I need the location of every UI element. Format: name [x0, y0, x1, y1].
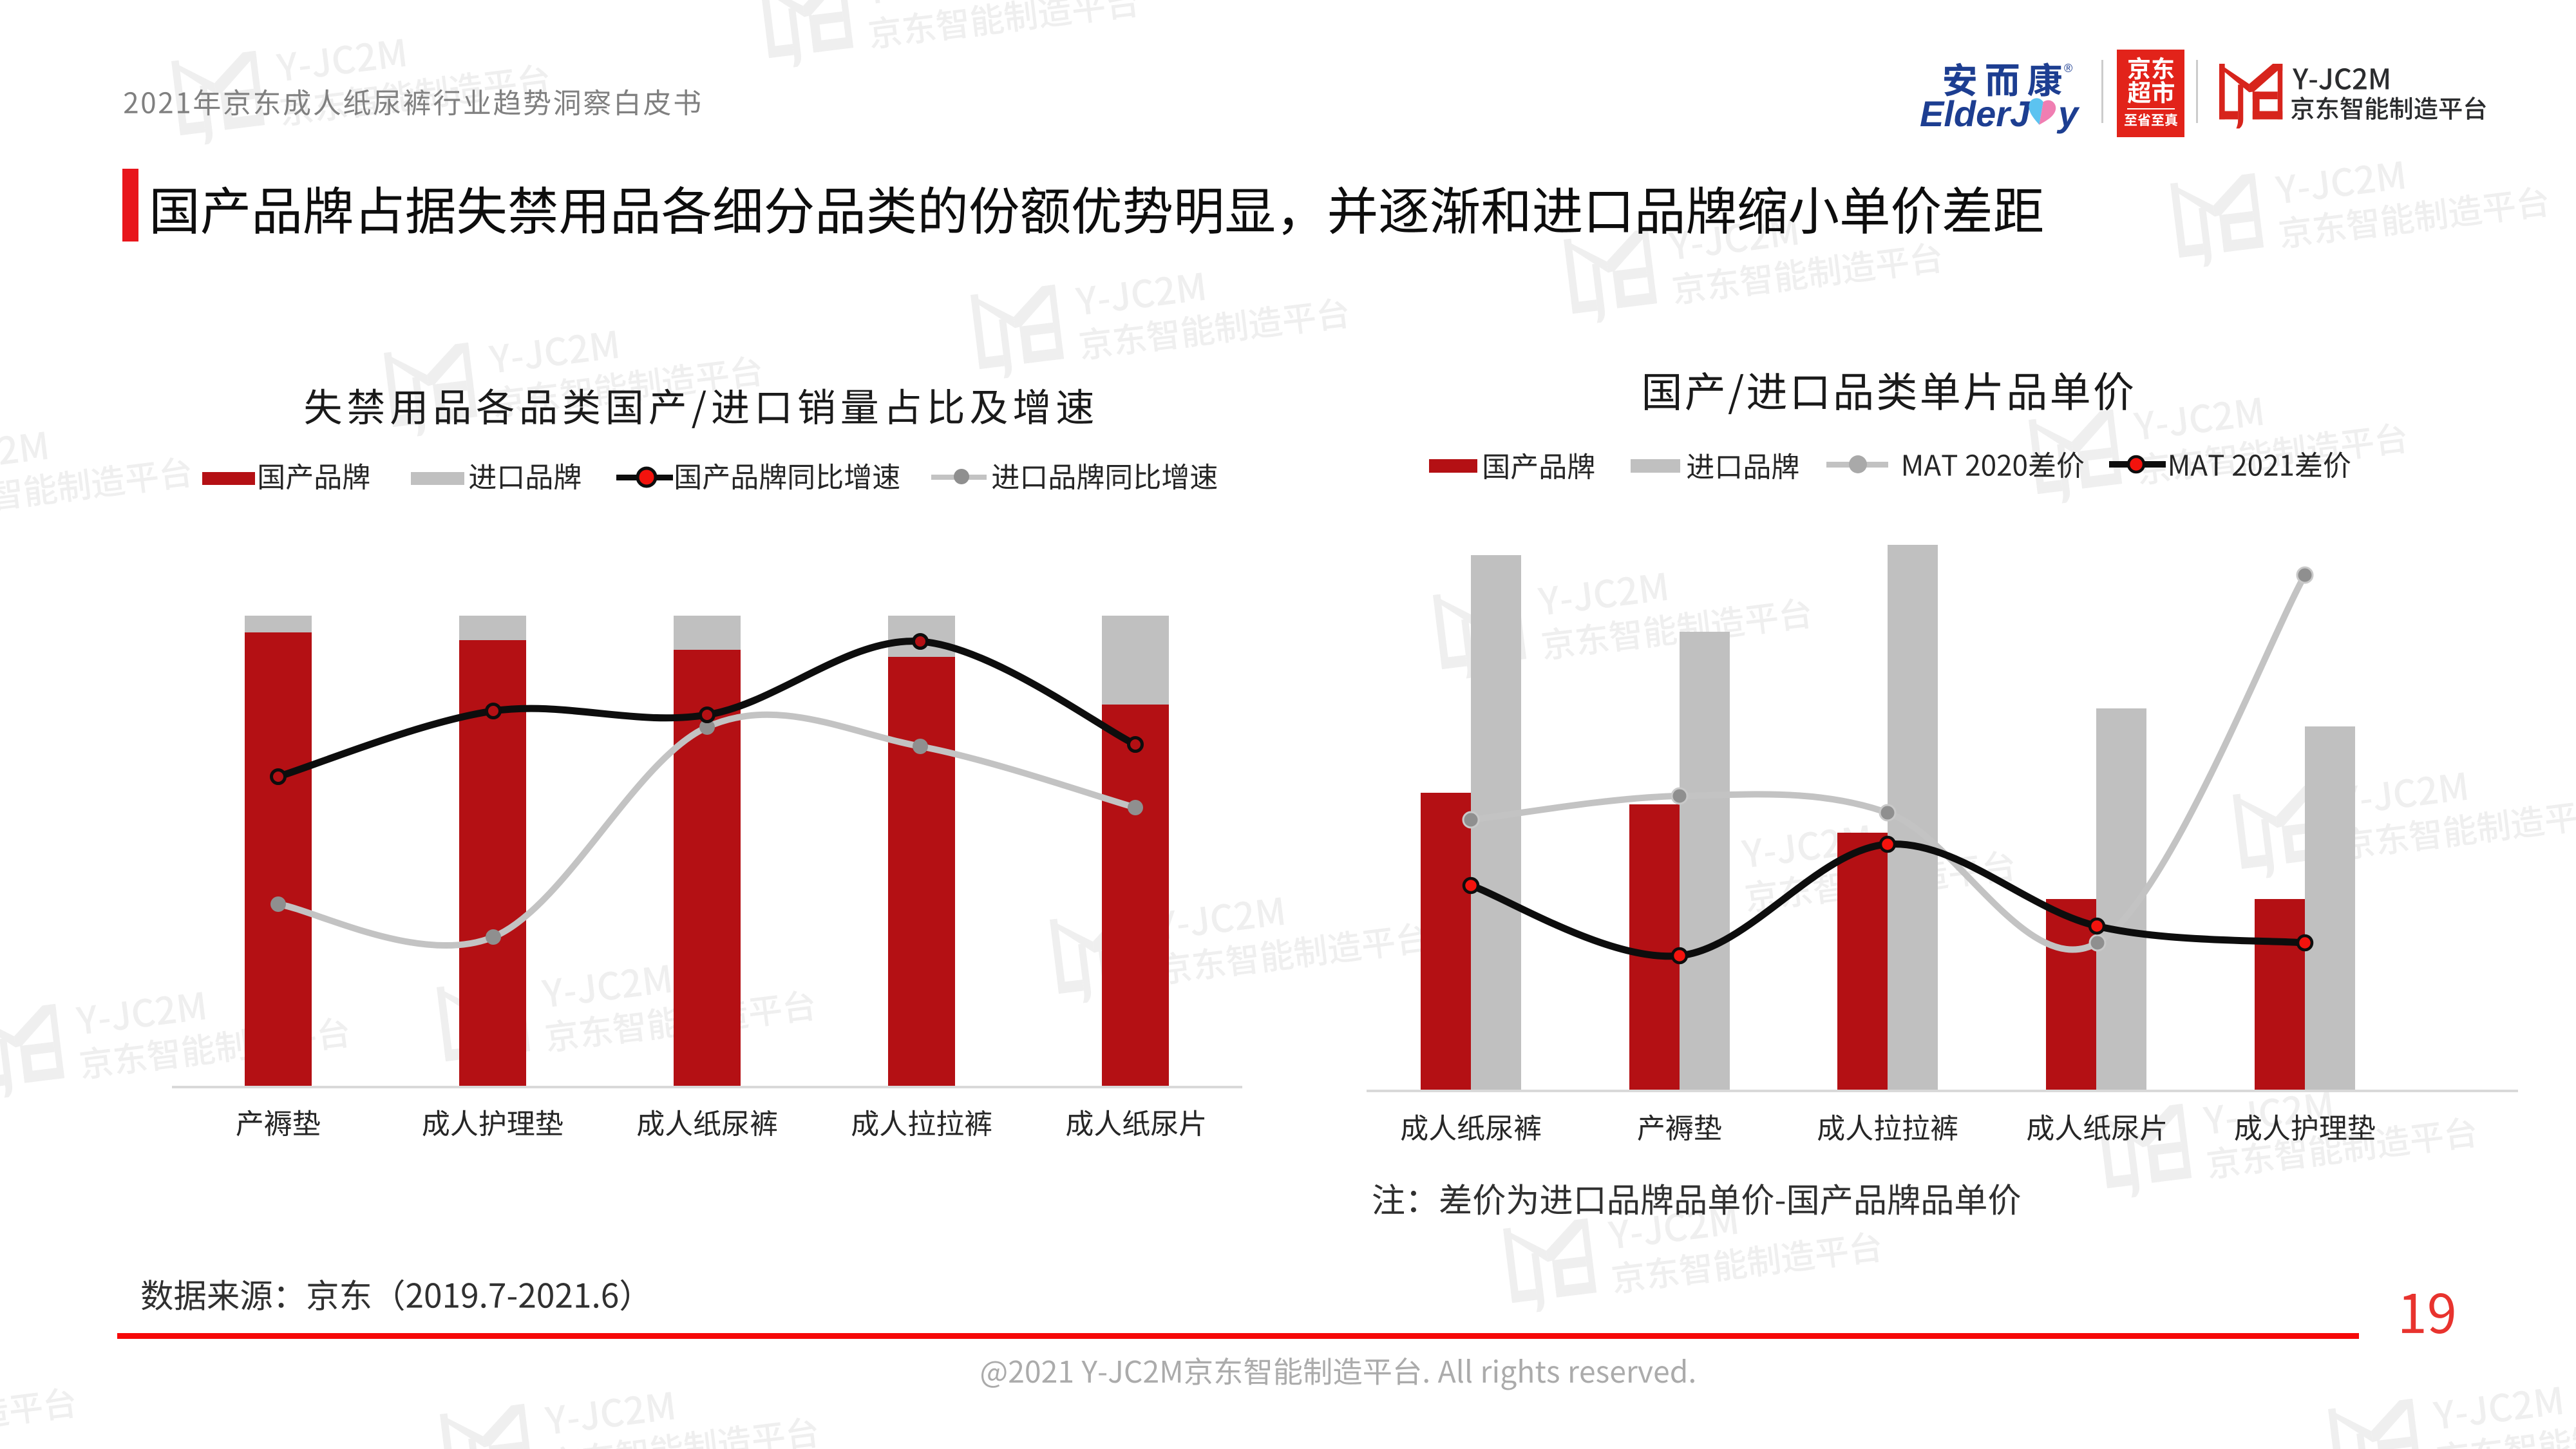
svg-text:y: y	[2056, 93, 2080, 134]
svg-text:®: ®	[2064, 62, 2072, 75]
svg-text:ElderJ: ElderJ	[1920, 93, 2031, 134]
